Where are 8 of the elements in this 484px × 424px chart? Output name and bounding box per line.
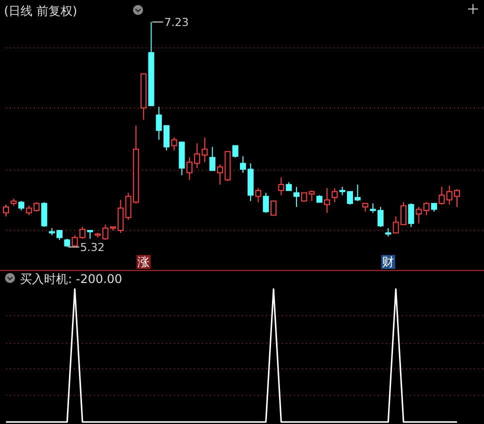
- x-tick-label: 涨: [138, 255, 150, 269]
- annotation: 5.32: [80, 241, 105, 254]
- annotation: 7.23: [164, 16, 189, 29]
- x-tick-label: 财: [382, 255, 394, 269]
- candlestick: [293, 186, 300, 208]
- candlestick: [324, 188, 330, 214]
- chart-title: 买入时机: -200.00: [20, 272, 122, 286]
- chart-title: (日线 前复权): [4, 4, 78, 18]
